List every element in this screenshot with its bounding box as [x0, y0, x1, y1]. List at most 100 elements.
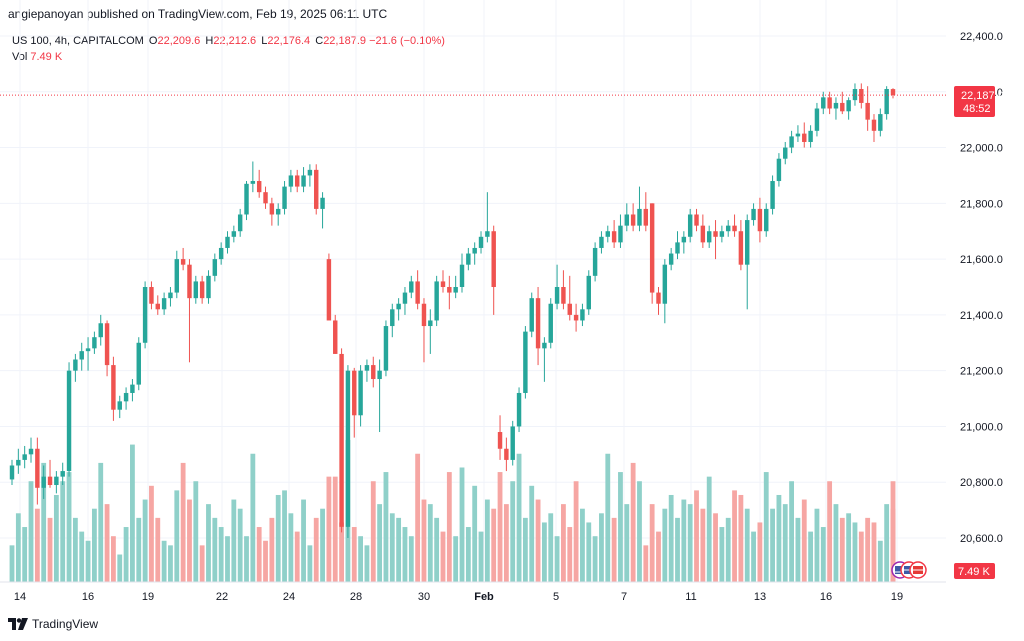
candle [428, 309, 433, 354]
volume-bar [28, 481, 34, 582]
volume-bar [789, 481, 794, 582]
candle-body [472, 247, 477, 254]
candle-body [516, 392, 522, 427]
volume-bar [320, 508, 325, 582]
candle [485, 192, 490, 243]
candle [789, 130, 794, 154]
us-flag-icon[interactable] [909, 561, 927, 579]
volume-bar [136, 517, 142, 582]
volume-bar [130, 444, 135, 582]
volume-bar [820, 527, 826, 582]
volume-tag: 7.49 K [954, 563, 995, 579]
candle [795, 125, 801, 142]
candle-body [54, 476, 59, 486]
candle-body [104, 323, 110, 366]
candle [871, 114, 877, 142]
candle [719, 225, 725, 243]
candle-body [548, 303, 553, 343]
legend-low-label: L [261, 35, 268, 47]
volume-bar [180, 462, 186, 582]
candle [814, 102, 820, 137]
candle [421, 298, 427, 363]
candle [231, 225, 237, 243]
candle [497, 415, 503, 460]
candle-body [510, 426, 515, 460]
candle-body [161, 298, 167, 310]
y-tick-label: 21,800.0 [960, 198, 1003, 210]
candle [168, 287, 173, 307]
candle [47, 459, 53, 488]
tradingview-brand[interactable]: TradingView [8, 617, 98, 631]
volume-bar [294, 531, 300, 582]
candle [675, 231, 680, 260]
volume-bar [60, 481, 66, 582]
volume-bar [503, 504, 509, 582]
candle-body [580, 309, 585, 321]
volume-bar [510, 481, 516, 582]
candle-body [491, 231, 496, 287]
candle-body [130, 384, 135, 393]
candle-body [9, 465, 15, 480]
candle [269, 197, 275, 226]
volume-bar [66, 472, 72, 582]
volume-bar [561, 504, 566, 582]
volume-bar [719, 527, 725, 582]
candle-body [605, 231, 611, 237]
candle [111, 356, 116, 421]
candle-body [193, 281, 199, 299]
volume-bar [288, 513, 294, 582]
candle [573, 303, 579, 332]
x-tick-label: 11 [685, 591, 696, 603]
volume-bar [871, 522, 877, 582]
candle-body [244, 183, 249, 215]
grid-lines [0, 0, 946, 582]
candle-body [713, 231, 718, 237]
volume-bar [199, 545, 205, 582]
volume-bar [263, 540, 268, 582]
candle-body [662, 264, 668, 304]
volume-bar [256, 527, 262, 582]
volume-bar [434, 517, 440, 582]
candle [586, 270, 591, 315]
volume-bar [713, 513, 718, 582]
candle [510, 420, 515, 466]
candle-body [466, 253, 471, 265]
legend-symbol[interactable]: US 100, 4h, CAPITALCOM [12, 35, 144, 47]
time-axis[interactable]: 14 16 19 22 24 28 30 Feb 5 7 11 13 16 19 [14, 591, 903, 603]
candle-body [206, 275, 211, 299]
volume-bar [123, 527, 129, 582]
candle-body [884, 88, 889, 115]
candle [54, 471, 59, 494]
candle-body [180, 259, 186, 265]
volume-bar [846, 513, 852, 582]
volume-bar [795, 517, 801, 582]
y-tick-label: 20,800.0 [960, 477, 1003, 489]
x-tick-label: 28 [350, 591, 362, 603]
x-tick-label: 19 [142, 591, 154, 603]
candle [580, 303, 585, 327]
volume-bar [890, 536, 896, 582]
volume-bar [244, 536, 249, 582]
candle [529, 292, 534, 338]
candle-body [288, 175, 294, 187]
candle-body [478, 236, 484, 248]
candle-body [871, 119, 877, 131]
event-icons[interactable] [891, 561, 927, 579]
candle [22, 445, 27, 469]
candle [567, 275, 572, 321]
candle-body [41, 476, 46, 488]
candle [16, 448, 21, 474]
candle [561, 270, 566, 310]
candle [244, 181, 249, 221]
candle [466, 247, 471, 271]
volume-bar [484, 499, 490, 582]
candle-body [795, 133, 801, 137]
candle [383, 320, 389, 377]
candle [516, 387, 522, 433]
volume-bar [15, 513, 21, 582]
volume-bar [725, 517, 731, 582]
volume-bar [206, 504, 211, 582]
volume-bar [732, 490, 737, 582]
volume-bar [624, 504, 630, 582]
